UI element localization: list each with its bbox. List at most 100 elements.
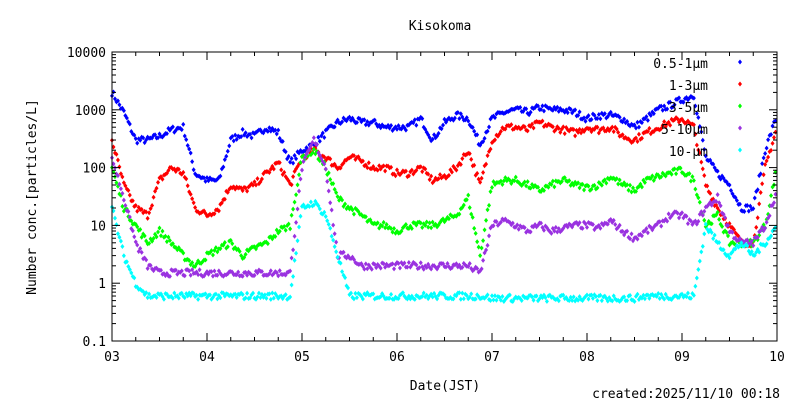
data-point [389, 225, 394, 231]
data-point [117, 234, 122, 240]
data-point [498, 178, 503, 184]
data-point [516, 124, 521, 130]
data-point [628, 292, 633, 298]
data-point [429, 173, 434, 179]
data-point [561, 292, 566, 298]
data-point [335, 194, 340, 200]
data-point [144, 257, 149, 263]
data-point [286, 153, 291, 159]
data-point [277, 268, 282, 274]
data-point [696, 115, 701, 121]
y-tick-label: 10000 [67, 46, 106, 61]
data-point [163, 233, 168, 239]
data-point [590, 222, 595, 228]
data-point [282, 169, 287, 175]
data-point [182, 295, 187, 301]
data-point [688, 218, 693, 224]
data-point [585, 224, 589, 230]
data-point [274, 131, 279, 137]
data-point [301, 159, 306, 165]
data-point [273, 233, 278, 239]
data-point [522, 124, 527, 130]
data-point [423, 222, 428, 228]
data-point [562, 131, 567, 137]
legend-label: 5-10μm [661, 123, 708, 138]
data-point [256, 290, 261, 296]
data-point [389, 291, 394, 297]
data-point [138, 245, 143, 251]
data-point [197, 267, 202, 273]
data-point [332, 124, 337, 130]
data-point [691, 122, 696, 128]
data-point [289, 182, 294, 188]
data-point [672, 102, 677, 108]
data-point [492, 137, 497, 143]
data-point [699, 209, 704, 215]
data-point [215, 296, 220, 302]
data-point [702, 208, 707, 214]
data-point [540, 103, 545, 109]
data-point [500, 125, 505, 131]
data-point [595, 115, 600, 121]
data-point [160, 228, 165, 234]
data-point [311, 146, 316, 152]
data-point [181, 250, 186, 256]
data-point [365, 119, 370, 125]
data-point [761, 155, 766, 161]
data-point [693, 103, 698, 109]
data-point [329, 233, 334, 239]
data-point [622, 116, 627, 122]
data-point [158, 267, 163, 273]
data-point [240, 291, 245, 297]
data-point [203, 257, 208, 263]
data-point [700, 243, 705, 249]
data-point [620, 228, 625, 234]
data-point [694, 275, 699, 281]
data-point [427, 177, 432, 183]
data-point [675, 210, 680, 216]
data-point [179, 268, 184, 274]
data-point [598, 292, 603, 298]
data-point [628, 236, 633, 242]
data-point [317, 152, 322, 158]
data-point [525, 179, 530, 185]
data-point [657, 219, 662, 225]
data-point [691, 292, 696, 298]
data-point [657, 127, 662, 133]
data-point [693, 131, 698, 137]
data-point [700, 137, 705, 143]
data-point [556, 125, 561, 131]
data-point [498, 128, 503, 134]
data-point [120, 243, 125, 249]
data-point [761, 172, 766, 178]
data-point [660, 122, 665, 128]
data-point [277, 228, 282, 234]
data-point [187, 257, 192, 263]
data-point [283, 227, 288, 233]
data-point [114, 222, 119, 228]
data-point [375, 220, 380, 226]
data-point [460, 290, 465, 296]
data-point [426, 171, 431, 177]
data-point [429, 225, 434, 231]
data-point [417, 265, 422, 271]
data-point [340, 119, 345, 125]
data-point [326, 170, 331, 176]
data-point [322, 161, 327, 167]
data-point [503, 126, 508, 132]
data-point [268, 268, 273, 274]
data-point [233, 132, 238, 138]
data-point [755, 215, 760, 221]
data-point [210, 252, 215, 258]
legend-label: 3-5μm [669, 101, 708, 116]
data-point [616, 129, 621, 135]
data-point [392, 266, 397, 272]
data-point [660, 107, 665, 113]
data-point [424, 219, 429, 225]
data-point [328, 156, 333, 162]
data-point [580, 181, 585, 187]
data-point [264, 295, 269, 301]
data-point [577, 109, 582, 115]
data-point [240, 126, 245, 132]
data-point [139, 249, 144, 255]
